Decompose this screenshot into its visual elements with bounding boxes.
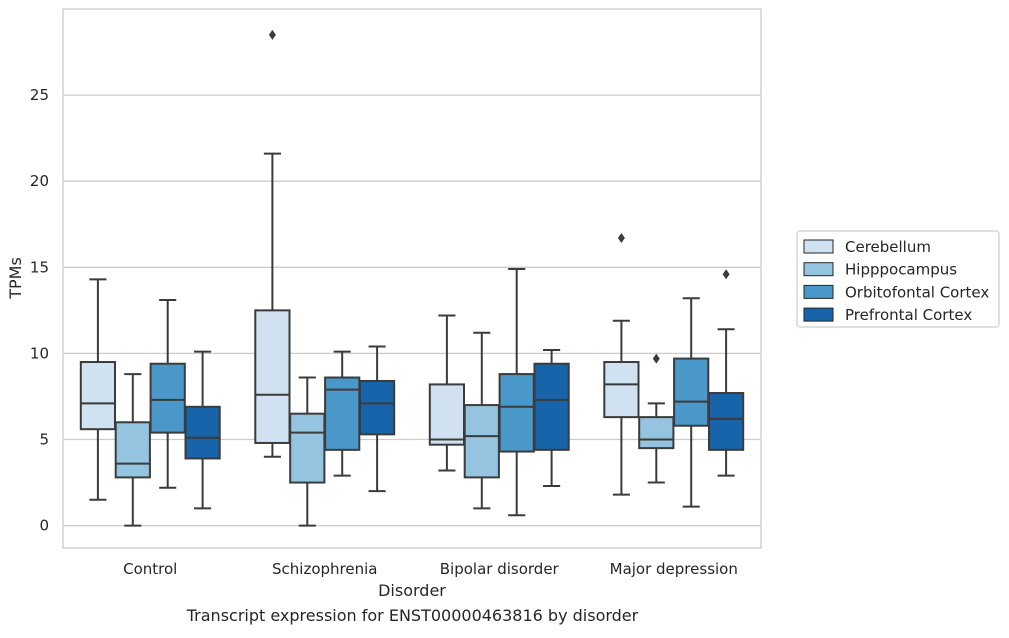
box-hipppocampus — [289, 376, 326, 527]
box-iqr — [428, 383, 466, 446]
box-orbitofontal-cortex — [673, 297, 710, 508]
box-iqr — [673, 357, 710, 427]
outlier-point — [652, 353, 660, 364]
box-prefrontal-cortex — [358, 345, 396, 493]
box-iqr — [707, 392, 745, 451]
box-iqr — [463, 404, 500, 479]
outlier-point — [268, 29, 276, 40]
y-tick-label: 5 — [39, 431, 49, 449]
legend-swatch — [803, 262, 834, 277]
outlier-point — [617, 233, 625, 244]
x-axis-title: Disorder — [378, 581, 446, 600]
box-orbitofontal-cortex — [498, 268, 535, 517]
y-tick-labels: 0 5 10 15 20 25 — [30, 86, 49, 535]
legend: Cerebellum Hipppocampus Orbitofontal Corte… — [796, 230, 1000, 328]
box-iqr — [289, 412, 326, 484]
y-tick-label: 10 — [30, 344, 49, 362]
box-prefrontal-cortex — [707, 269, 745, 477]
box-hipppocampus — [638, 353, 675, 484]
y-tick-label: 15 — [30, 258, 49, 276]
box-iqr — [498, 373, 535, 453]
legend-label: Cerebellum — [845, 238, 931, 256]
box-iqr — [533, 362, 570, 451]
box-iqr — [638, 416, 675, 450]
box-iqr — [114, 421, 151, 479]
plot-frame — [62, 8, 762, 549]
marks-layer — [79, 29, 745, 527]
box-iqr — [79, 361, 117, 431]
box-prefrontal-cortex — [184, 350, 221, 510]
box-iqr — [149, 362, 186, 434]
box-cerebellum — [428, 314, 466, 472]
x-tick-label: Major depression — [610, 560, 738, 578]
box-hipppocampus — [463, 331, 500, 510]
x-tick-label: Schizophrenia — [272, 560, 377, 578]
box-prefrontal-cortex — [533, 348, 570, 488]
box-hipppocampus — [114, 373, 151, 527]
y-tick-label: 25 — [30, 86, 49, 104]
box-cerebellum — [603, 233, 640, 496]
x-tick-label: Bipolar disorder — [440, 560, 560, 578]
legend-label: Orbitofontal Cortex — [845, 283, 989, 301]
legend-frame — [796, 230, 1000, 328]
box-orbitofontal-cortex — [324, 350, 361, 477]
legend-swatch — [803, 284, 834, 299]
box-iqr — [184, 405, 221, 460]
figure-caption: Transcript expression for ENST0000046381… — [186, 606, 639, 625]
x-tick-label: Control — [123, 560, 177, 578]
legend-label: Hipppocampus — [845, 261, 957, 279]
outlier-point — [722, 269, 730, 280]
box-cerebellum — [254, 29, 291, 458]
legend-swatch — [803, 307, 834, 322]
y-tick-label: 0 — [39, 517, 49, 535]
legend-label: Prefrontal Cortex — [845, 306, 972, 324]
y-tick-label: 20 — [30, 172, 49, 190]
legend-swatch — [803, 239, 834, 254]
y-axis-title: TPMs — [6, 257, 25, 300]
box-iqr — [324, 376, 361, 451]
x-tick-labels: Control Schizophrenia Bipolar disorder Majo… — [123, 560, 738, 578]
box-iqr — [358, 379, 396, 436]
box-orbitofontal-cortex — [149, 299, 186, 489]
box-iqr — [603, 361, 640, 419]
box-iqr — [254, 309, 291, 444]
grid-layer — [63, 94, 761, 527]
box-cerebellum — [79, 278, 117, 501]
